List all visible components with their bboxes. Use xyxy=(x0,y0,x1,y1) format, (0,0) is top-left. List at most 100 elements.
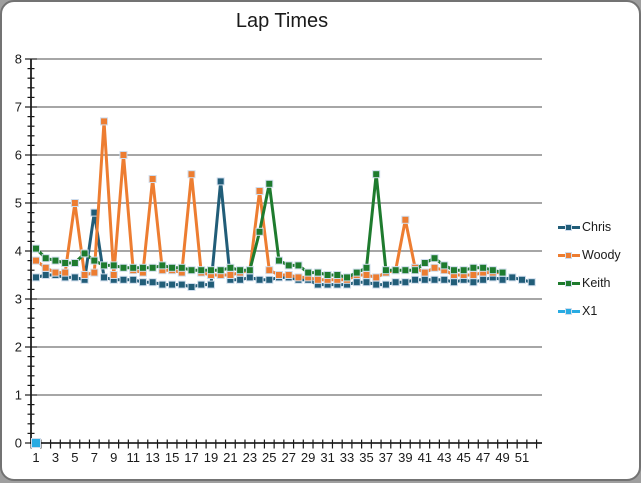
data-point-chris xyxy=(411,275,420,284)
data-point-woody xyxy=(109,271,118,279)
data-point-chris xyxy=(236,275,245,284)
data-point-chris xyxy=(430,275,439,284)
x-tick-label: 41 xyxy=(418,450,432,465)
x-tick-label: 31 xyxy=(320,450,334,465)
x-tick-label: 11 xyxy=(126,450,140,465)
data-point-chris xyxy=(527,278,536,287)
data-point-keith xyxy=(381,266,390,275)
data-point-woody xyxy=(275,271,283,279)
data-point-chris xyxy=(508,273,517,282)
data-point-chris xyxy=(129,275,138,284)
legend: Chris Woody Keith X1 xyxy=(558,213,621,325)
data-point-keith xyxy=(148,263,157,272)
legend-marker-icon xyxy=(558,279,580,288)
data-point-chris xyxy=(70,273,79,282)
data-point-woody xyxy=(80,271,89,279)
data-point-keith xyxy=(177,263,186,272)
data-point-keith xyxy=(498,268,507,277)
series-keith xyxy=(32,170,507,282)
data-point-keith xyxy=(51,256,60,265)
data-point-woody xyxy=(32,256,40,265)
data-point-keith xyxy=(372,170,381,179)
x-tick-label: 47 xyxy=(476,450,490,465)
data-point-keith xyxy=(401,266,410,275)
y-tick-label: 5 xyxy=(15,196,22,211)
data-point-keith xyxy=(440,261,449,270)
data-point-chris xyxy=(372,280,381,289)
data-point-chris xyxy=(119,275,128,284)
data-point-chris xyxy=(148,278,157,287)
data-point-keith xyxy=(197,266,206,275)
data-point-woody xyxy=(362,271,371,279)
data-point-chris xyxy=(362,278,371,287)
x-tick-label: 45 xyxy=(456,450,470,465)
data-point-woody xyxy=(401,215,410,224)
data-point-keith xyxy=(90,256,99,265)
data-point-woody xyxy=(41,263,50,272)
x-tick-label: 29 xyxy=(301,450,315,465)
data-point-x1 xyxy=(31,438,41,448)
legend-label: Keith xyxy=(582,276,611,290)
gridlines xyxy=(31,58,542,396)
data-point-woody xyxy=(226,271,235,279)
x-tick-label: 27 xyxy=(281,450,295,465)
data-point-keith xyxy=(313,268,322,277)
data-point-keith xyxy=(323,271,332,279)
series-group xyxy=(31,117,536,448)
data-point-keith xyxy=(61,259,70,267)
data-point-chris xyxy=(255,275,264,284)
data-point-keith xyxy=(333,271,342,279)
legend-label: X1 xyxy=(582,304,598,318)
x-tick-label: 1 xyxy=(32,450,39,465)
data-point-woody xyxy=(265,266,274,275)
x-tick-label: 13 xyxy=(145,450,159,465)
data-point-keith xyxy=(391,266,400,275)
data-point-chris xyxy=(158,280,167,289)
data-point-keith xyxy=(129,263,138,272)
data-point-woody xyxy=(430,263,439,272)
data-point-chris xyxy=(245,273,254,282)
data-point-keith xyxy=(255,227,264,236)
data-point-keith xyxy=(206,266,215,275)
data-point-woody xyxy=(100,117,109,126)
data-point-keith xyxy=(158,261,167,270)
data-point-keith xyxy=(449,266,458,275)
data-point-woody xyxy=(61,268,70,277)
data-point-chris xyxy=(469,278,478,287)
x-tick-label: 49 xyxy=(495,450,509,465)
data-point-keith xyxy=(352,268,361,277)
x-tick-label: 5 xyxy=(71,450,78,465)
y-axis-labels: 0 1 2 3 4 5 6 7 8 xyxy=(15,52,22,451)
legend-label: Chris xyxy=(582,220,612,234)
data-point-keith xyxy=(236,266,245,275)
data-point-keith xyxy=(109,261,118,270)
data-point-chris xyxy=(479,275,488,284)
data-point-chris xyxy=(177,280,186,289)
x-tick-label: 35 xyxy=(359,450,373,465)
data-point-keith xyxy=(265,179,274,188)
legend-marker-icon xyxy=(558,307,580,316)
data-point-keith xyxy=(187,266,196,275)
legend-item-keith: Keith xyxy=(558,269,621,297)
y-tick-label: 3 xyxy=(15,292,22,307)
data-point-woody xyxy=(51,268,60,277)
x-tick-label: 21 xyxy=(223,450,237,465)
data-point-keith xyxy=(362,263,371,272)
x-tick-label: 19 xyxy=(204,450,218,465)
data-point-woody xyxy=(294,273,303,282)
data-point-keith xyxy=(80,249,89,258)
x-tick-label: 33 xyxy=(340,450,354,465)
data-point-keith xyxy=(469,263,478,272)
data-point-keith xyxy=(70,259,79,267)
legend-marker-icon xyxy=(558,223,580,232)
x-tick-label: 37 xyxy=(379,450,393,465)
data-point-keith xyxy=(168,263,177,272)
data-point-chris xyxy=(352,278,361,287)
data-point-keith xyxy=(430,254,439,263)
data-point-woody xyxy=(284,271,293,279)
legend-label: Woody xyxy=(582,248,621,262)
data-point-keith xyxy=(420,259,429,267)
data-point-keith xyxy=(284,261,293,270)
